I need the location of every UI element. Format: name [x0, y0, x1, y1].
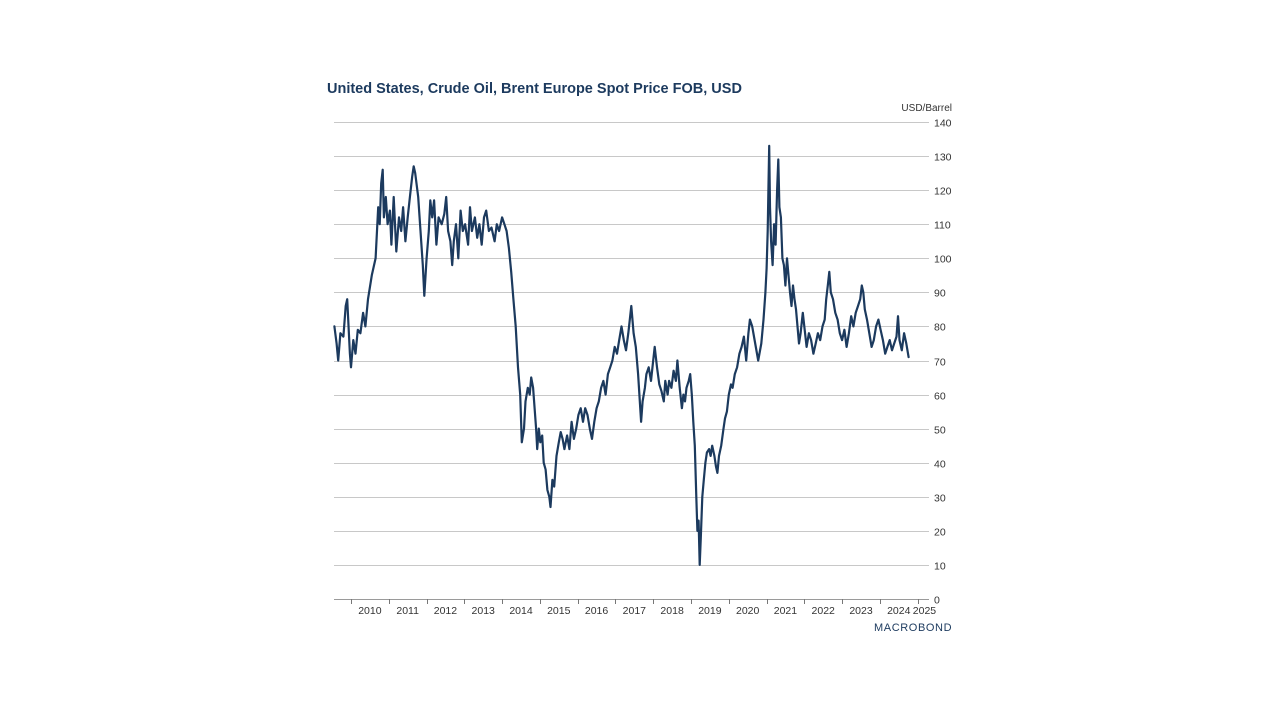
x-tick-label: 2013: [472, 605, 496, 617]
gridlines: [334, 122, 929, 566]
y-tick-label: 70: [934, 356, 946, 368]
y-tick-label: 90: [934, 287, 946, 299]
y-axis-unit-label: USD/Barrel: [901, 103, 952, 114]
x-tick-label: 2016: [585, 605, 609, 617]
x-tick-label: 2022: [812, 605, 836, 617]
x-tick-label: 2019: [698, 605, 722, 617]
x-tick-label: 2023: [849, 605, 873, 617]
y-tick-label: 60: [934, 390, 946, 402]
y-tick-label: 120: [934, 185, 952, 197]
y-tick-label: 40: [934, 458, 946, 470]
x-tick-label: 2021: [774, 605, 798, 617]
y-tick-label: 80: [934, 321, 946, 333]
y-tick-label: 110: [934, 219, 951, 231]
x-tick-label: 2017: [623, 605, 647, 617]
x-tick-label: 2015: [547, 605, 571, 617]
y-tick-label: 10: [934, 560, 946, 572]
x-tick-label: 2024: [887, 605, 911, 617]
x-tick-label: 2020: [736, 605, 760, 617]
series-line-brent: [333, 144, 910, 566]
y-tick-label: 100: [934, 253, 952, 265]
x-tick-label: 2011: [396, 605, 419, 617]
y-tick-label: 50: [934, 424, 946, 436]
y-tick-label: 20: [934, 526, 946, 538]
y-tick-label: 0: [934, 594, 940, 606]
brand-logo-text: MACROBOND: [874, 622, 953, 634]
y-tick-label: 130: [934, 151, 952, 163]
y-tick-label: 30: [934, 492, 946, 504]
x-tick-label: 2012: [434, 605, 458, 617]
x-tick-label: 2010: [358, 605, 382, 617]
x-tick-label: 2014: [509, 605, 533, 617]
x-tick-label: 2025: [913, 605, 937, 617]
chart-title: United States, Crude Oil, Brent Europe S…: [327, 81, 742, 97]
y-tick-label: 140: [934, 117, 952, 129]
x-axis: 2010 2011 2012 2013 2014 2015 2016 2017 2018 2019…: [334, 599, 936, 617]
x-tick-label: 2018: [660, 605, 684, 617]
y-axis: 0 10 20 30 40 50 60 70 80 90 100 110 120 130 140: [934, 117, 952, 606]
